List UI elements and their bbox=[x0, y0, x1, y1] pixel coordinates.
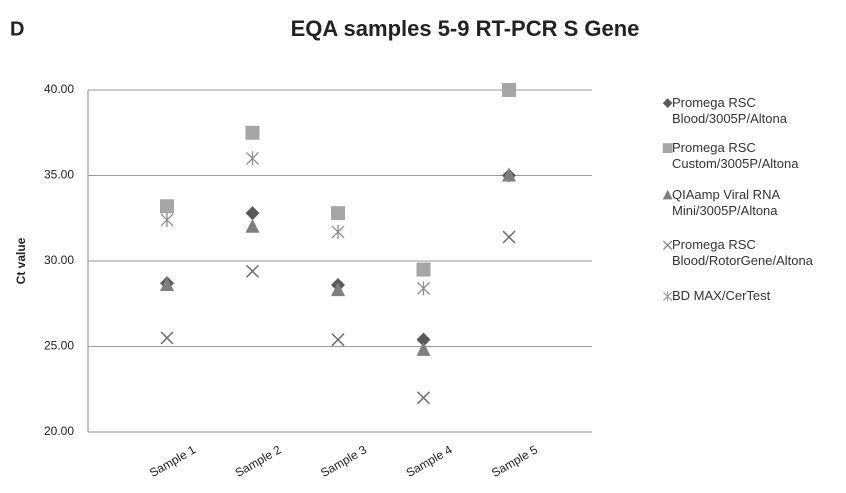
triangle bbox=[331, 282, 345, 297]
marker-square bbox=[502, 83, 516, 97]
marker-x bbox=[663, 240, 673, 250]
marker-asterisk bbox=[663, 291, 673, 302]
marker-x bbox=[331, 333, 345, 347]
marker-diamond bbox=[416, 332, 431, 347]
marker-square bbox=[331, 206, 345, 221]
x-tick-label: Sample 5 bbox=[489, 442, 540, 480]
x bbox=[663, 240, 673, 250]
x bbox=[160, 331, 174, 345]
y-tick-label: 40.00 bbox=[44, 82, 74, 96]
legend-entry: Promega RSC Custom/3005P/Altona bbox=[672, 140, 799, 171]
x bbox=[416, 391, 431, 405]
panel-label: D bbox=[10, 18, 24, 40]
marker-asterisk bbox=[160, 212, 174, 227]
x bbox=[245, 264, 260, 278]
x-tick-label: Sample 4 bbox=[404, 442, 455, 480]
legend-entry: BD MAX/CerTest bbox=[672, 288, 771, 303]
asterisk bbox=[160, 212, 174, 227]
triangle bbox=[502, 167, 516, 182]
triangle bbox=[416, 341, 431, 356]
asterisk bbox=[246, 151, 259, 166]
legend-entry: QIAamp Viral RNA Mini/3005P/Altona bbox=[672, 187, 780, 218]
marker-asterisk bbox=[417, 281, 430, 296]
legend-entry: Promega RSC Blood/RotorGene/Altona bbox=[672, 237, 813, 268]
y-axis-label: Ct value bbox=[14, 237, 28, 284]
marker-triangle bbox=[662, 189, 673, 200]
marker-triangle bbox=[331, 282, 345, 297]
marker-x bbox=[245, 264, 260, 278]
legend-entry: Promega RSC Blood/3005P/Altona bbox=[672, 95, 787, 126]
marker-asterisk bbox=[331, 224, 345, 239]
marker-x bbox=[160, 331, 174, 345]
marker-triangle bbox=[245, 218, 260, 233]
square bbox=[160, 199, 174, 214]
marker-diamond bbox=[662, 98, 673, 109]
diamond bbox=[245, 206, 260, 221]
marker-triangle bbox=[160, 276, 174, 291]
x bbox=[502, 230, 516, 244]
y-tick-label: 25.00 bbox=[44, 339, 74, 353]
marker-square bbox=[416, 262, 431, 277]
marker-triangle bbox=[502, 167, 516, 182]
marker-triangle bbox=[416, 341, 431, 356]
marker-x bbox=[502, 230, 516, 244]
diamond bbox=[662, 98, 673, 109]
y-tick-label: 20.00 bbox=[44, 424, 74, 438]
triangle bbox=[160, 276, 174, 291]
diamond bbox=[416, 332, 431, 347]
marker-asterisk bbox=[246, 151, 259, 166]
y-tick-label: 35.00 bbox=[44, 168, 74, 182]
square bbox=[416, 262, 431, 277]
triangle bbox=[245, 218, 260, 233]
x-tick-label: Sample 3 bbox=[318, 442, 369, 480]
chart-title: EQA samples 5-9 RT-PCR S Gene bbox=[291, 16, 640, 41]
asterisk bbox=[663, 291, 673, 302]
x-tick-label: Sample 2 bbox=[233, 442, 284, 480]
y-tick-label: 30.00 bbox=[44, 253, 74, 267]
x bbox=[331, 333, 345, 347]
marker-x bbox=[416, 391, 431, 405]
triangle bbox=[662, 189, 673, 200]
asterisk bbox=[331, 224, 345, 239]
square bbox=[502, 83, 516, 97]
square bbox=[662, 143, 673, 154]
marker-square bbox=[160, 199, 174, 214]
asterisk bbox=[417, 281, 430, 296]
marker-diamond bbox=[245, 206, 260, 221]
square bbox=[245, 125, 260, 140]
x-tick-label: Sample 1 bbox=[147, 442, 198, 480]
square bbox=[331, 206, 345, 221]
marker-square bbox=[245, 125, 260, 140]
marker-square bbox=[662, 143, 673, 154]
